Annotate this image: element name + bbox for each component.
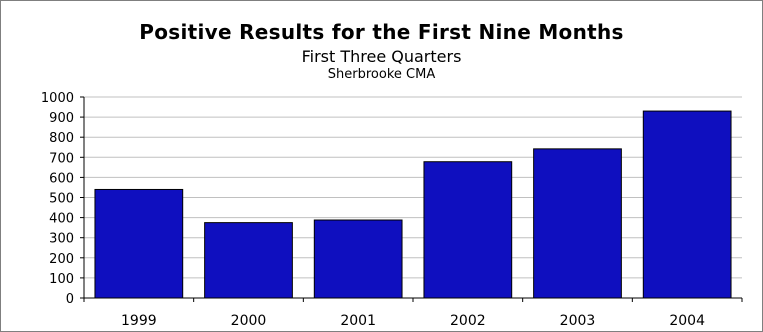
x-tick-label: 1999 [121,313,157,329]
y-tick-label: 1000 [41,91,74,106]
bar-2004 [642,110,732,299]
y-tick-label: 300 [49,232,74,247]
x-tick-label: 2002 [450,313,486,329]
y-tick-label: 900 [49,111,74,126]
chart-location: Sherbrooke CMA [327,67,436,82]
x-tick-label: 2000 [231,313,267,329]
x-tick-label: 2001 [340,313,376,329]
chart-title: Positive Results for the First Nine Mont… [139,20,624,44]
chart-subtitle: First Three Quarters [301,47,462,66]
gridlines [80,96,742,299]
bar-2003 [533,148,622,299]
bars [94,110,732,299]
y-tick-label: 800 [49,131,74,146]
x-tick-label: 2004 [669,313,705,329]
bar-2000 [204,222,293,299]
bar-1999 [94,188,184,299]
y-tick-label: 0 [66,292,74,307]
x-axis-tick-labels: 1999 2000 2001 2002 2003 2004 [121,313,705,329]
y-tick-label: 500 [49,192,74,207]
bar-2001 [313,219,403,299]
y-axis-tick-labels: 0 100 200 300 400 500 600 700 800 900 1000 [41,91,74,307]
y-tick-label: 100 [49,272,74,287]
y-tick-label: 400 [49,212,74,227]
y-tick-label: 700 [49,151,74,166]
bar-2002 [423,161,513,299]
y-tick-label: 200 [49,252,74,267]
x-tick-label: 2003 [560,313,596,329]
y-tick-label: 600 [49,171,74,186]
axes [83,97,743,302]
